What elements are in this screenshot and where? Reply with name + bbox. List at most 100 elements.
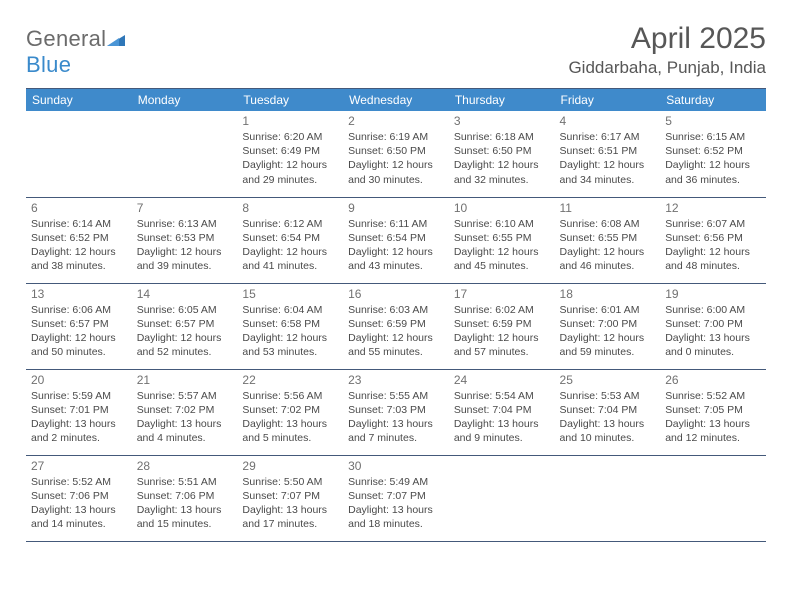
day-number: 2 (348, 114, 444, 128)
calendar-cell: 1 Sunrise: 6:20 AMSunset: 6:49 PMDaylight… (237, 111, 343, 197)
calendar-cell: 6 Sunrise: 6:14 AMSunset: 6:52 PMDaylight… (26, 197, 132, 283)
day-info: Sunrise: 5:52 AMSunset: 7:05 PMDaylight:… (665, 389, 761, 446)
weekday-header: Friday (555, 89, 661, 112)
calendar-row: 20 Sunrise: 5:59 AMSunset: 7:01 PMDayligh… (26, 369, 766, 455)
calendar-cell: 9 Sunrise: 6:11 AMSunset: 6:54 PMDaylight… (343, 197, 449, 283)
day-info: Sunrise: 6:19 AMSunset: 6:50 PMDaylight:… (348, 130, 444, 187)
day-number: 21 (137, 373, 233, 387)
calendar-cell: 20 Sunrise: 5:59 AMSunset: 7:01 PMDayligh… (26, 369, 132, 455)
day-number: 8 (242, 201, 338, 215)
day-number: 15 (242, 287, 338, 301)
day-info: Sunrise: 5:59 AMSunset: 7:01 PMDaylight:… (31, 389, 127, 446)
calendar-cell: 22 Sunrise: 5:56 AMSunset: 7:02 PMDayligh… (237, 369, 343, 455)
day-info: Sunrise: 5:56 AMSunset: 7:02 PMDaylight:… (242, 389, 338, 446)
weekday-header: Sunday (26, 89, 132, 112)
day-info: Sunrise: 6:04 AMSunset: 6:58 PMDaylight:… (242, 303, 338, 360)
weekday-header: Thursday (449, 89, 555, 112)
day-number: 9 (348, 201, 444, 215)
weekday-header: Saturday (660, 89, 766, 112)
calendar-cell: 4 Sunrise: 6:17 AMSunset: 6:51 PMDaylight… (555, 111, 661, 197)
header: GeneralBlue April 2025 Giddarbaha, Punja… (26, 22, 766, 78)
day-number: 3 (454, 114, 550, 128)
day-info: Sunrise: 5:50 AMSunset: 7:07 PMDaylight:… (242, 475, 338, 532)
day-number: 22 (242, 373, 338, 387)
weekday-header-row: SundayMondayTuesdayWednesdayThursdayFrid… (26, 89, 766, 112)
day-info: Sunrise: 6:11 AMSunset: 6:54 PMDaylight:… (348, 217, 444, 274)
logo: GeneralBlue (26, 26, 125, 78)
day-number: 7 (137, 201, 233, 215)
logo-part2: Blue (26, 52, 71, 77)
calendar-cell (555, 455, 661, 541)
calendar-cell: 2 Sunrise: 6:19 AMSunset: 6:50 PMDaylight… (343, 111, 449, 197)
day-info: Sunrise: 6:10 AMSunset: 6:55 PMDaylight:… (454, 217, 550, 274)
month-title: April 2025 (568, 22, 766, 56)
calendar-cell (132, 111, 238, 197)
day-number: 6 (31, 201, 127, 215)
calendar-cell: 12 Sunrise: 6:07 AMSunset: 6:56 PMDayligh… (660, 197, 766, 283)
calendar-cell: 26 Sunrise: 5:52 AMSunset: 7:05 PMDayligh… (660, 369, 766, 455)
calendar-cell: 25 Sunrise: 5:53 AMSunset: 7:04 PMDayligh… (555, 369, 661, 455)
day-number: 10 (454, 201, 550, 215)
title-block: April 2025 Giddarbaha, Punjab, India (568, 22, 766, 78)
day-number: 1 (242, 114, 338, 128)
calendar-cell: 13 Sunrise: 6:06 AMSunset: 6:57 PMDayligh… (26, 283, 132, 369)
day-number: 16 (348, 287, 444, 301)
day-number: 17 (454, 287, 550, 301)
day-number: 20 (31, 373, 127, 387)
calendar-row: 1 Sunrise: 6:20 AMSunset: 6:49 PMDaylight… (26, 111, 766, 197)
day-info: Sunrise: 6:14 AMSunset: 6:52 PMDaylight:… (31, 217, 127, 274)
day-number: 24 (454, 373, 550, 387)
day-info: Sunrise: 6:01 AMSunset: 7:00 PMDaylight:… (560, 303, 656, 360)
calendar-cell: 21 Sunrise: 5:57 AMSunset: 7:02 PMDayligh… (132, 369, 238, 455)
day-number: 12 (665, 201, 761, 215)
day-number: 14 (137, 287, 233, 301)
day-number: 13 (31, 287, 127, 301)
logo-text: GeneralBlue (26, 26, 125, 78)
day-number: 19 (665, 287, 761, 301)
day-info: Sunrise: 5:55 AMSunset: 7:03 PMDaylight:… (348, 389, 444, 446)
calendar-cell: 5 Sunrise: 6:15 AMSunset: 6:52 PMDaylight… (660, 111, 766, 197)
calendar-body: 1 Sunrise: 6:20 AMSunset: 6:49 PMDaylight… (26, 111, 766, 541)
day-info: Sunrise: 5:53 AMSunset: 7:04 PMDaylight:… (560, 389, 656, 446)
day-number: 28 (137, 459, 233, 473)
day-number: 25 (560, 373, 656, 387)
calendar-cell: 18 Sunrise: 6:01 AMSunset: 7:00 PMDayligh… (555, 283, 661, 369)
day-number: 26 (665, 373, 761, 387)
day-number: 27 (31, 459, 127, 473)
day-info: Sunrise: 6:18 AMSunset: 6:50 PMDaylight:… (454, 130, 550, 187)
day-number: 18 (560, 287, 656, 301)
calendar-row: 27Sunrise: 5:52 AMSunset: 7:06 PMDayligh… (26, 455, 766, 541)
calendar-table: SundayMondayTuesdayWednesdayThursdayFrid… (26, 88, 766, 542)
weekday-header: Tuesday (237, 89, 343, 112)
day-number: 23 (348, 373, 444, 387)
day-info: Sunrise: 6:17 AMSunset: 6:51 PMDaylight:… (560, 130, 656, 187)
calendar-row: 13 Sunrise: 6:06 AMSunset: 6:57 PMDayligh… (26, 283, 766, 369)
calendar-cell: 23 Sunrise: 5:55 AMSunset: 7:03 PMDayligh… (343, 369, 449, 455)
day-info: Sunrise: 6:06 AMSunset: 6:57 PMDaylight:… (31, 303, 127, 360)
calendar-cell: 11 Sunrise: 6:08 AMSunset: 6:55 PMDayligh… (555, 197, 661, 283)
calendar-cell: 8 Sunrise: 6:12 AMSunset: 6:54 PMDaylight… (237, 197, 343, 283)
day-number: 4 (560, 114, 656, 128)
day-info: Sunrise: 6:05 AMSunset: 6:57 PMDaylight:… (137, 303, 233, 360)
day-number: 5 (665, 114, 761, 128)
day-info: Sunrise: 5:51 AMSunset: 7:06 PMDaylight:… (137, 475, 233, 532)
calendar-row: 6 Sunrise: 6:14 AMSunset: 6:52 PMDaylight… (26, 197, 766, 283)
day-info: Sunrise: 6:15 AMSunset: 6:52 PMDaylight:… (665, 130, 761, 187)
calendar-cell: 10 Sunrise: 6:10 AMSunset: 6:55 PMDayligh… (449, 197, 555, 283)
day-info: Sunrise: 6:02 AMSunset: 6:59 PMDaylight:… (454, 303, 550, 360)
calendar-cell: 15 Sunrise: 6:04 AMSunset: 6:58 PMDayligh… (237, 283, 343, 369)
day-info: Sunrise: 6:07 AMSunset: 6:56 PMDaylight:… (665, 217, 761, 274)
day-info: Sunrise: 6:12 AMSunset: 6:54 PMDaylight:… (242, 217, 338, 274)
day-info: Sunrise: 5:57 AMSunset: 7:02 PMDaylight:… (137, 389, 233, 446)
calendar-cell: 19 Sunrise: 6:00 AMSunset: 7:00 PMDayligh… (660, 283, 766, 369)
day-info: Sunrise: 6:08 AMSunset: 6:55 PMDaylight:… (560, 217, 656, 274)
day-info: Sunrise: 6:00 AMSunset: 7:00 PMDaylight:… (665, 303, 761, 360)
day-info: Sunrise: 6:20 AMSunset: 6:49 PMDaylight:… (242, 130, 338, 187)
calendar-cell: 14 Sunrise: 6:05 AMSunset: 6:57 PMDayligh… (132, 283, 238, 369)
calendar-cell: 27Sunrise: 5:52 AMSunset: 7:06 PMDayligh… (26, 455, 132, 541)
day-number: 11 (560, 201, 656, 215)
day-info: Sunrise: 5:49 AMSunset: 7:07 PMDaylight:… (348, 475, 444, 532)
logo-part1: General (26, 26, 106, 51)
calendar-cell: 3 Sunrise: 6:18 AMSunset: 6:50 PMDaylight… (449, 111, 555, 197)
day-info: Sunrise: 6:03 AMSunset: 6:59 PMDaylight:… (348, 303, 444, 360)
